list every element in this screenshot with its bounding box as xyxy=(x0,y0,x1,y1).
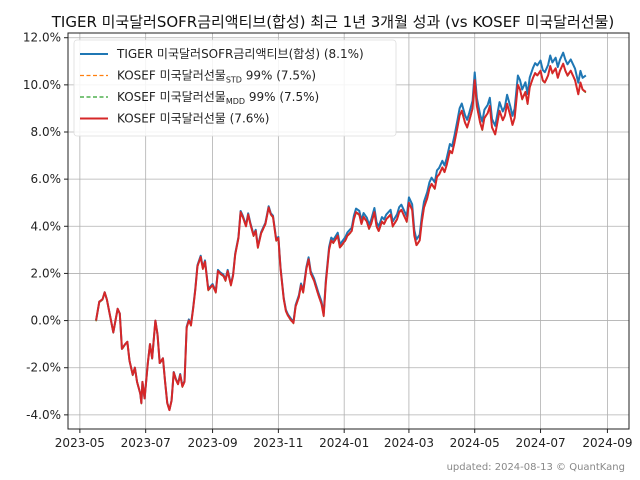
legend-label-tail-1: 99% (7.5%) xyxy=(242,69,316,83)
x-tick-label-4: 2024-01 xyxy=(319,436,369,450)
y-tick-label-0: -4.0% xyxy=(26,408,61,422)
x-tick-label-2: 2023-09 xyxy=(187,436,237,450)
legend-label-sub-1: STD xyxy=(226,76,242,85)
legend-label-2: KOSEF 미국달러선물MDD 99% (7.5%) xyxy=(117,90,319,106)
series-line-3 xyxy=(95,62,587,412)
y-tick-label-8: 12.0% xyxy=(23,31,61,45)
y-tick-label-5: 6.0% xyxy=(31,172,62,186)
y-tick-label-1: -2.0% xyxy=(26,361,61,375)
legend-label-3: KOSEF 미국달러선물 (7.6%) xyxy=(117,112,269,126)
x-tick-label-1: 2023-07 xyxy=(121,436,171,450)
x-tick-label-0: 2023-05 xyxy=(55,436,105,450)
legend-label-main-0: TIGER 미국달러SOFR금리액티브(합성) (8.1%) xyxy=(116,47,364,61)
x-tick-label-6: 2024-05 xyxy=(450,436,500,450)
footer-updated: updated: 2024-08-13 © QuantKang xyxy=(447,462,625,473)
legend-label-main-3: KOSEF 미국달러선물 (7.6%) xyxy=(117,112,269,126)
x-tick-label-5: 2024-03 xyxy=(384,436,434,450)
x-tick-label-7: 2024-07 xyxy=(515,436,565,450)
legend-label-sub-2: MDD xyxy=(226,97,245,106)
y-tick-label-4: 4.0% xyxy=(31,219,62,233)
x-axis: 2023-05 2023-07 2023-09 2023-11 2024-01 2024-… xyxy=(55,429,632,450)
x-tick-label-3: 2023-11 xyxy=(253,436,303,450)
legend-label-0: TIGER 미국달러SOFR금리액티브(합성) (8.1%) xyxy=(116,47,364,61)
y-axis: -4.0% -2.0% 0.0% 2.0% 4.0% 6.0% 8.0% 10.0% 12.0% xyxy=(23,31,68,422)
series-layer xyxy=(95,51,587,412)
chart-title: TIGER 미국달러SOFR금리액티브(합성) 최근 1년 3개월 성과 (vs… xyxy=(51,13,614,31)
legend-label-main-2: KOSEF 미국달러선물 xyxy=(117,90,226,104)
legend: TIGER 미국달러SOFR금리액티브(합성) (8.1%) KOSEF 미국달러… xyxy=(73,39,397,137)
legend-label-tail-2: 99% (7.5%) xyxy=(245,90,319,104)
y-tick-label-2: 0.0% xyxy=(31,314,62,328)
y-tick-label-6: 8.0% xyxy=(31,125,62,139)
plot-frame xyxy=(67,32,630,430)
legend-box xyxy=(73,39,397,137)
legend-label-main-1: KOSEF 미국달러선물 xyxy=(117,69,226,83)
x-tick-label-8: 2024-09 xyxy=(582,436,632,450)
y-tick-label-3: 2.0% xyxy=(31,266,62,280)
y-tick-label-7: 10.0% xyxy=(23,78,61,92)
legend-label-1: KOSEF 미국달러선물STD 99% (7.5%) xyxy=(117,69,316,85)
